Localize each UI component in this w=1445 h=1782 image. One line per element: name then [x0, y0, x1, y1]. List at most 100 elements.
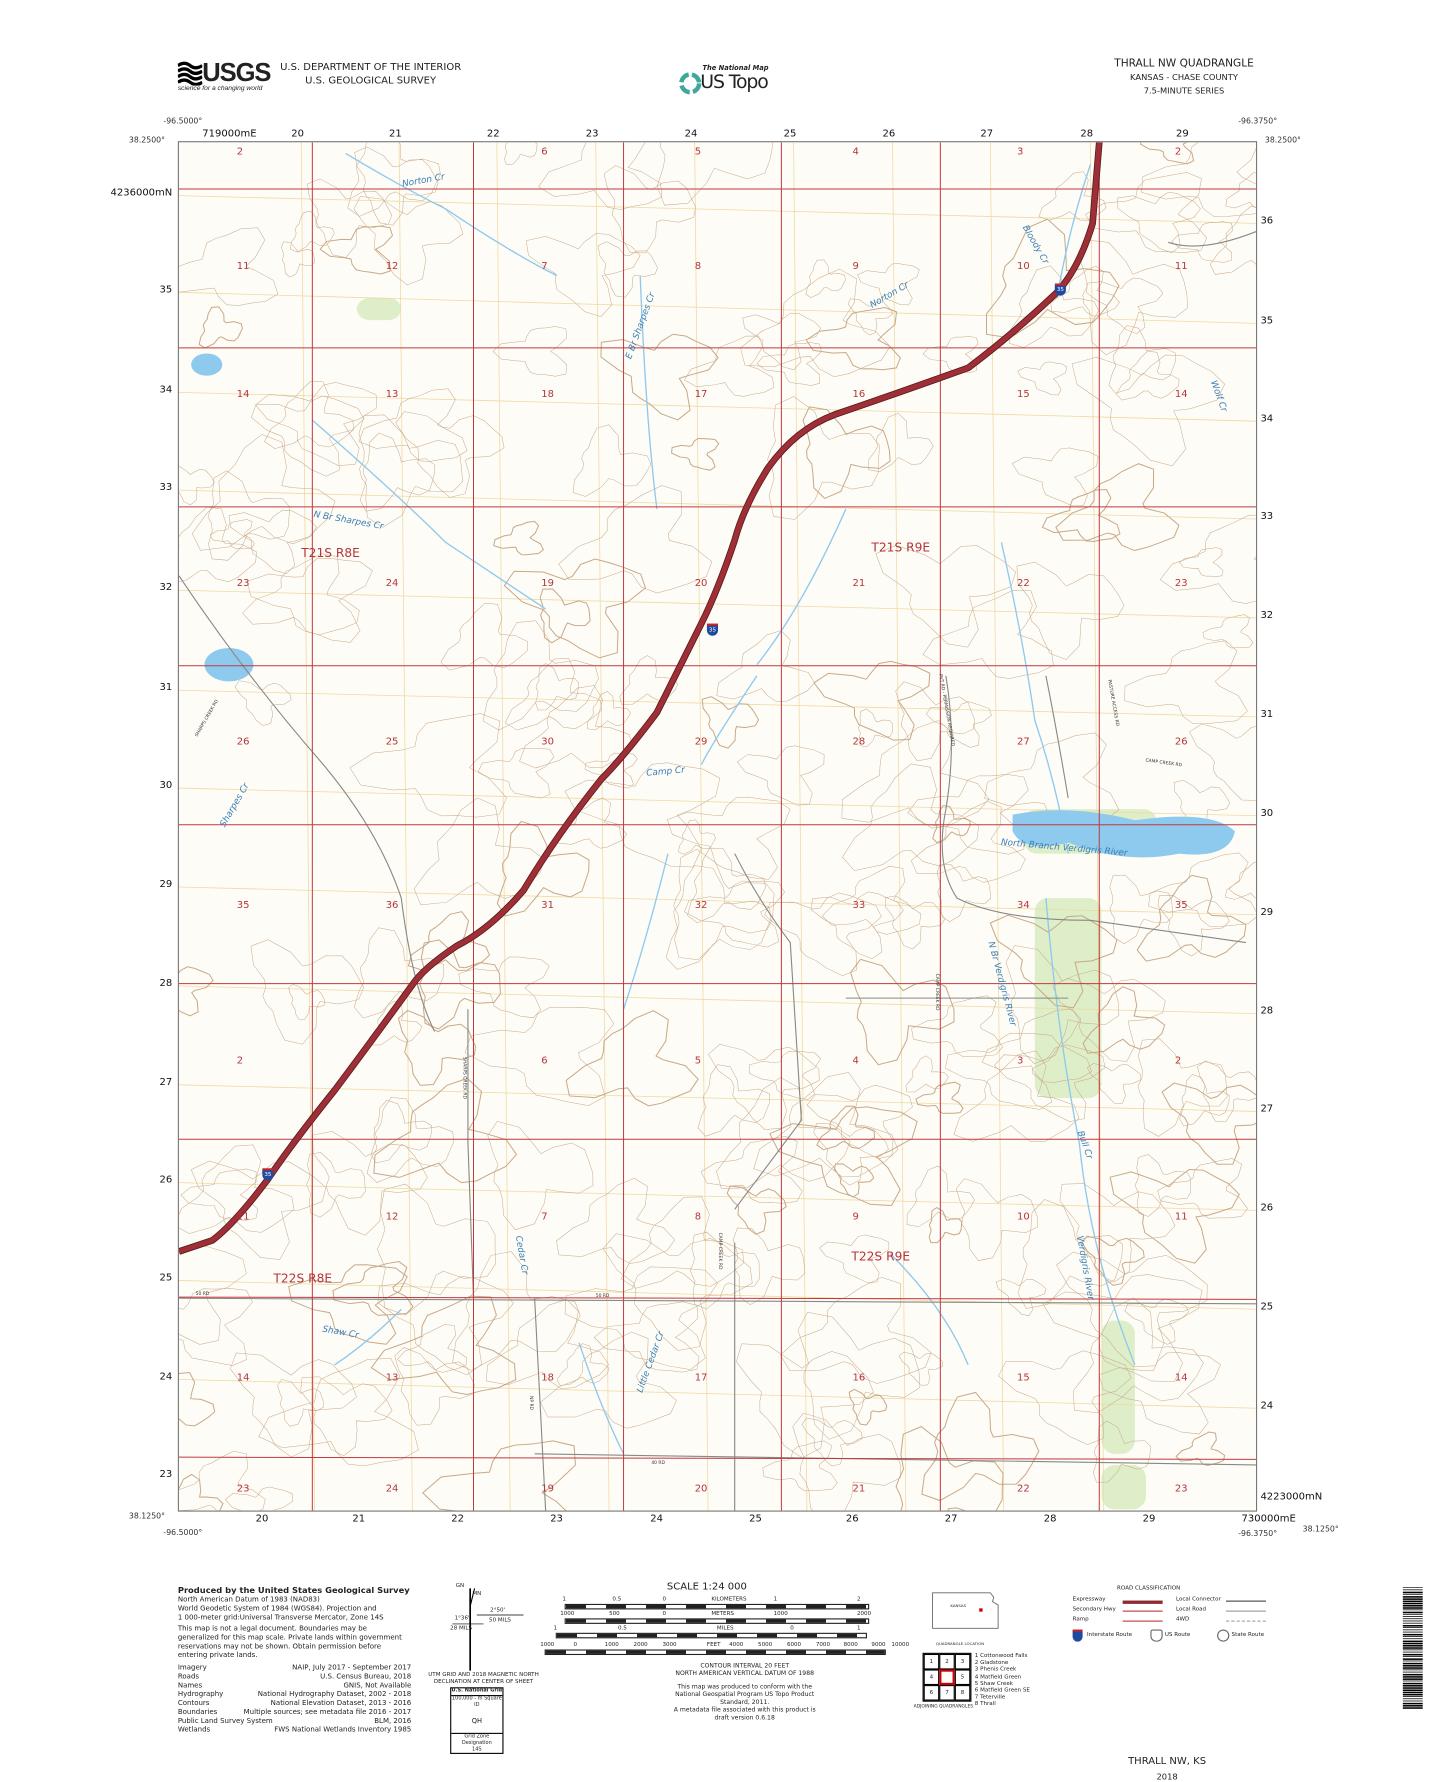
contour-line: [1109, 874, 1174, 945]
contour-line: [756, 342, 822, 386]
road-name-label: 50 RD: [195, 1290, 210, 1297]
northing-tick-label: 27: [1260, 1103, 1274, 1115]
contour-line: [955, 1178, 1038, 1261]
contour-line: [701, 696, 760, 749]
section-number: 14: [236, 389, 250, 401]
gn-label: GN: [455, 1582, 465, 1590]
contour-line: [477, 747, 555, 799]
road-name-label: CAMP CREEK RD: [718, 1232, 724, 1270]
easting-tick-label: 25: [749, 1513, 762, 1525]
contour-line: [619, 655, 679, 705]
easting-tick-label: 22: [486, 128, 500, 141]
contour-line: [564, 762, 721, 868]
northing-tick-label: 30: [1260, 808, 1274, 820]
barcode-bar: [1402, 1680, 1423, 1682]
contour-line: [1055, 463, 1180, 552]
contour-line: [234, 680, 292, 726]
northing-tick-label: 28: [159, 978, 173, 990]
section-number: 10: [1017, 261, 1030, 273]
section-number: 5: [694, 1055, 702, 1068]
section-number: 9: [852, 261, 859, 273]
contour-line: [349, 713, 507, 818]
northing-tick-label: 35: [159, 284, 173, 296]
contour-line: [1136, 874, 1247, 962]
contour-line: [821, 865, 922, 935]
contour-line: [593, 1301, 700, 1373]
adjoining-quad-name: 1 Cottonwood Falls: [974, 1652, 1028, 1660]
kansas-label: KANSAS: [950, 1603, 967, 1609]
contour-line: [540, 1331, 677, 1429]
contour-line: [726, 1185, 787, 1235]
scale-bar: [564, 1603, 870, 1610]
road-classification-title: ROAD CLASSIFICATION: [1117, 1584, 1181, 1592]
scale-tick-label: 0: [662, 1596, 666, 1603]
contour-line: [565, 1010, 699, 1107]
interstate-35-casing: [178, 142, 1103, 1255]
section-number: 31: [541, 900, 555, 912]
credit-value: Multiple sources; see metadata file 2016…: [243, 1708, 412, 1717]
road-name-label: 50 RD: [595, 1292, 610, 1299]
section-number: 28: [852, 736, 866, 749]
scale-tick-label: 1000: [540, 1641, 555, 1649]
usng-box: U.S. National Grid 100,000 - m Square ID…: [450, 1687, 504, 1754]
barcode-bar: [1402, 1593, 1423, 1595]
section-number: 17: [694, 1372, 708, 1384]
barcode-bar: [1402, 1613, 1423, 1615]
contour-line: [290, 210, 335, 253]
barcode-bar: [1402, 1676, 1423, 1678]
contour-line: [981, 1008, 1092, 1083]
current-quadrangle-cell: [939, 1669, 955, 1686]
credit-row: Imagery NAIP, July 2017 - September 2017: [178, 1664, 411, 1673]
declination-right-angle: 2°50': [490, 1607, 506, 1614]
barcode-bar: [1402, 1656, 1423, 1657]
corner-tl-lon: -96.5000°: [163, 116, 203, 126]
credit-label: Hydrography: [177, 1690, 224, 1699]
easting-tick-label: 22: [451, 1513, 464, 1525]
road-class-label: Ramp: [1072, 1616, 1089, 1623]
utm-grid-line: [989, 142, 1005, 1511]
northing-tick-label: 36: [1260, 215, 1274, 227]
usng-title: U.S. National Grid: [451, 1688, 503, 1697]
adjoining-quad-name: 5 Shaw Creek: [974, 1680, 1013, 1688]
scale-title: SCALE 1:24 000: [666, 1581, 747, 1593]
utm-grid-line: [398, 142, 413, 1511]
section-number: 16: [852, 1372, 866, 1384]
barcode-bar: [1402, 1678, 1423, 1680]
contour-line: [556, 1343, 610, 1386]
barcode-bar: [1402, 1622, 1423, 1624]
contour-line: [1124, 640, 1248, 725]
adjoining-cell: 3: [954, 1653, 971, 1670]
section-number: 7: [541, 261, 548, 273]
section-number: 11: [1174, 261, 1188, 273]
section-number: 25: [385, 736, 399, 749]
stream: [334, 1308, 402, 1366]
section-number: 14: [1174, 389, 1188, 401]
contour-line: [178, 1288, 253, 1366]
northing-tick-label: 25: [1260, 1301, 1274, 1313]
stream: [889, 1253, 969, 1366]
topographic-map[interactable]: 35 35 35 2 6 5 4 3 2 11 12 7 8 9 10 11 14 13 18 17 16 15 14 23 2…: [177, 141, 1258, 1512]
contour-line: [376, 1183, 496, 1316]
credit-value: BLM, 2016: [374, 1717, 412, 1726]
declination-caption: UTM GRID AND 2018 MAGNETIC NORTH DECLINA…: [422, 1672, 544, 1685]
barcode-bar: [1402, 1602, 1423, 1605]
contour-line: [191, 434, 336, 551]
declination-left-angle: 1°36': [454, 1615, 470, 1622]
utm-grid-line: [595, 142, 610, 1511]
contour-line: [697, 1064, 770, 1137]
contour-line: [819, 1234, 890, 1283]
contour-line: [806, 1085, 913, 1160]
section-number: 24: [385, 577, 399, 590]
contour-line: [671, 437, 720, 471]
contour-line: [452, 1251, 581, 1371]
section-number: 36: [385, 900, 399, 912]
contour-line: [1093, 1420, 1151, 1483]
contour-line: [281, 241, 316, 278]
credit-label: Wetlands: [177, 1726, 211, 1734]
contour-line: [928, 1206, 963, 1244]
adjoining-cell: 7: [939, 1685, 955, 1701]
stream: [639, 275, 658, 510]
scale-tick-label: 1000: [560, 1610, 575, 1618]
adjoining-quad-name: 8 Thrall: [974, 1701, 996, 1708]
barcode-bar: [1402, 1649, 1423, 1651]
